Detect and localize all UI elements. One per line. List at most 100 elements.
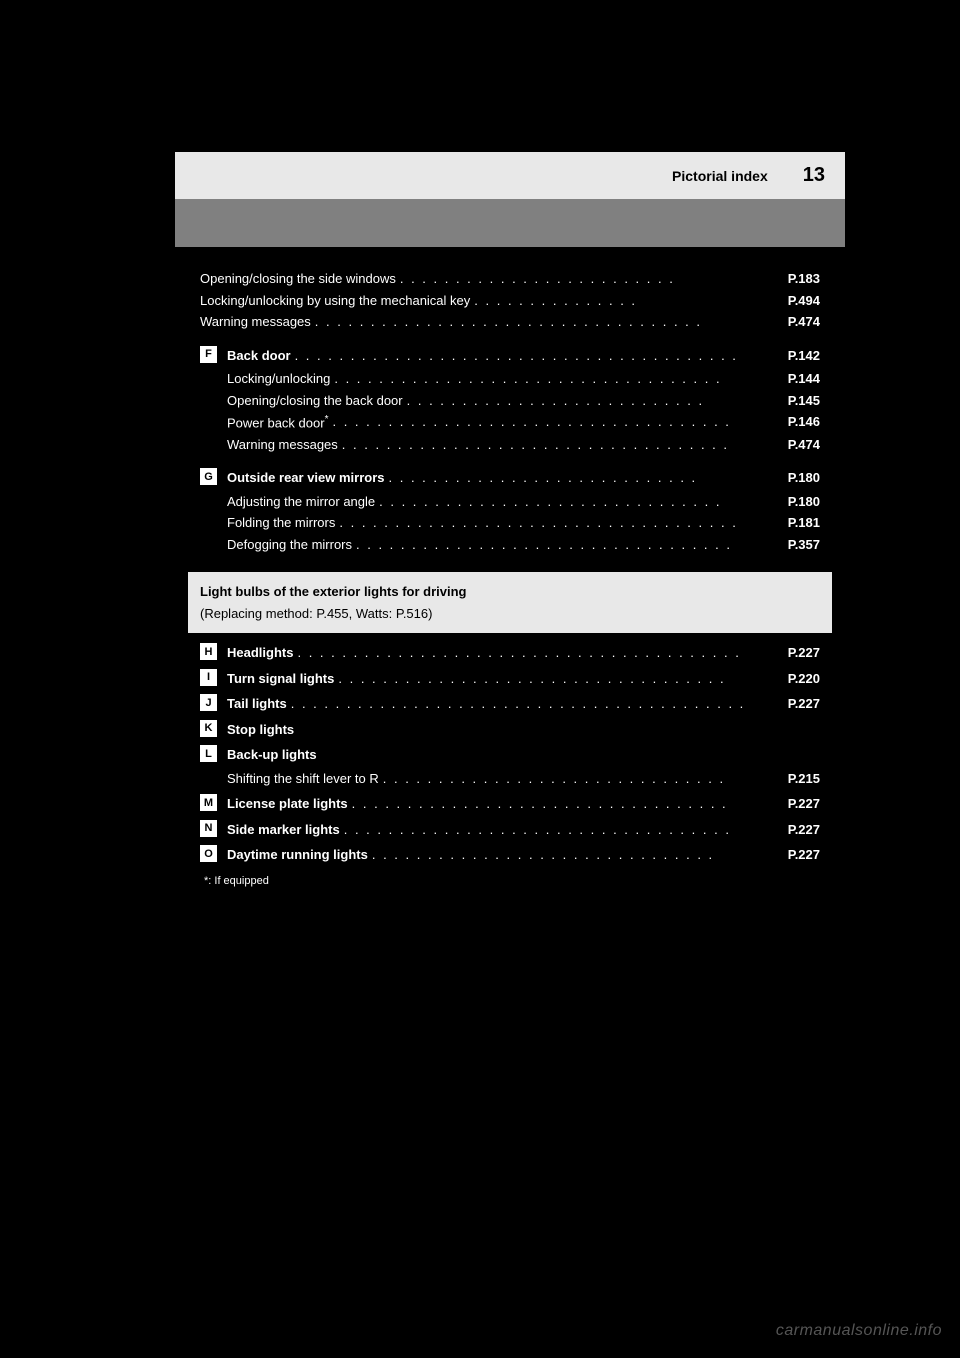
sub-entry: Opening/closing the back door . . . . . … [227,391,820,411]
sub-label: Power back door* [227,412,328,433]
entry-back-door: F Back door . . . . . . . . . . . . . . … [200,346,820,366]
page-ref: P.474 [788,435,820,455]
sub-label: Warning messages [200,312,311,332]
page-ref: P.227 [788,845,820,865]
entry-label: Side marker lights [227,820,340,840]
dot-leader: . . . . . . . . . . . . . . . . . . . . … [348,794,788,814]
entry-label: Back-up lights [227,745,317,765]
sub-entry: Warning messages . . . . . . . . . . . .… [200,312,820,332]
letter-marker: L [200,745,217,762]
page-ref: P.494 [788,291,820,311]
entry-text-row: Daytime running lights . . . . . . . . .… [227,845,820,865]
dot-leader: . . . . . . . . . . . . . . . . . . . . … [291,346,788,366]
sub-label: Opening/closing the side windows [200,269,396,289]
page-ref: P.180 [788,492,820,512]
dot-leader: . . . . . . . . . . . . . . . . . . . . … [328,412,787,433]
dot-leader: . . . . . . . . . . . . . . . . . . . . … [311,312,788,332]
dot-leader: . . . . . . . . . . . . . . . . . . . . … [379,769,788,789]
entry-stop-lights: K Stop lights [200,720,820,740]
header-bar: Pictorial index 13 [175,152,845,199]
page-ref: P.227 [788,643,820,663]
page-ref: P.227 [788,694,820,714]
sub-label: Shifting the shift lever to R [227,769,379,789]
entry-continuation: Opening/closing the side windows . . . .… [200,269,820,332]
page-ref: P.474 [788,312,820,332]
page-ref: P.146 [788,412,820,433]
dot-leader: . . . . . . . . . . . . . . . [470,291,787,311]
header-page-number: 13 [803,164,825,187]
watermark: carmanualsonline.info [776,1322,942,1340]
entry-text-row: Stop lights [227,720,820,740]
dot-leader: . . . . . . . . . . . . . . . . . . . . … [352,535,788,555]
page-ref: P.142 [788,346,820,366]
sub-entry: Folding the mirrors . . . . . . . . . . … [227,513,820,533]
entry-text-row: Back door . . . . . . . . . . . . . . . … [227,346,820,366]
entry-turn-signals: I Turn signal lights . . . . . . . . . .… [200,669,820,689]
page-ref: P.215 [788,769,820,789]
entry-text-row: Tail lights . . . . . . . . . . . . . . … [227,694,820,714]
content-area: Opening/closing the side windows . . . .… [175,247,845,909]
letter-marker: O [200,845,217,862]
entry-text-row: License plate lights . . . . . . . . . .… [227,794,820,814]
letter-marker: K [200,720,217,737]
letter-marker: H [200,643,217,660]
footnote: *: If equipped [200,873,820,890]
header-label: Pictorial index [672,168,768,184]
entry-text-row: Turn signal lights . . . . . . . . . . .… [227,669,820,689]
sub-entry: Locking/unlocking . . . . . . . . . . . … [227,369,820,389]
sub-entry: Adjusting the mirror angle . . . . . . .… [227,492,820,512]
dot-leader: . . . . . . . . . . . . . . . . . . . . … [335,513,787,533]
entry-label: Back door [227,346,291,366]
gray-section-bar [175,199,845,247]
sub-entry: Shifting the shift lever to R . . . . . … [227,769,820,789]
entry-mirrors: G Outside rear view mirrors . . . . . . … [200,468,820,488]
entry-tail-lights: J Tail lights . . . . . . . . . . . . . … [200,694,820,714]
letter-marker: M [200,794,217,811]
dot-leader: . . . . . . . . . . . . . . . . . . . . … [368,845,788,865]
page-ref: P.227 [788,820,820,840]
callout-subtitle: (Replacing method: P.455, Watts: P.516) [200,604,820,624]
dot-leader: . . . . . . . . . . . . . . . . . . . . … [338,435,788,455]
sub-label: Warning messages [227,435,338,455]
sub-label: Locking/unlocking [227,369,330,389]
sub-label: Locking/unlocking by using the mechanica… [200,291,470,311]
sub-label: Defogging the mirrors [227,535,352,555]
dot-leader: . . . . . . . . . . . . . . . . . . . . … [293,643,787,663]
entry-label: Outside rear view mirrors [227,468,385,488]
page-ref: P.357 [788,535,820,555]
entry-label: License plate lights [227,794,348,814]
sub-entry: Power back door* . . . . . . . . . . . .… [227,412,820,433]
callout-title: Light bulbs of the exterior lights for d… [200,582,820,602]
light-bulb-list: H Headlights . . . . . . . . . . . . . .… [200,643,820,865]
entry-text-row: Outside rear view mirrors . . . . . . . … [227,468,820,488]
sub-entry: Defogging the mirrors . . . . . . . . . … [227,535,820,555]
letter-marker: N [200,820,217,837]
entry-headlights: H Headlights . . . . . . . . . . . . . .… [200,643,820,663]
dot-leader: . . . . . . . . . . . . . . . . . . . . … [375,492,788,512]
dot-leader: . . . . . . . . . . . . . . . . . . . . … [287,694,788,714]
entry-label: Tail lights [227,694,287,714]
sub-label: Folding the mirrors [227,513,335,533]
page-ref: P.227 [788,794,820,814]
dot-leader: . . . . . . . . . . . . . . . . . . . . … [403,391,788,411]
entry-license-plate-lights: M License plate lights . . . . . . . . .… [200,794,820,814]
page-ref: P.220 [788,669,820,689]
letter-marker: J [200,694,217,711]
sub-entry: Warning messages . . . . . . . . . . . .… [227,435,820,455]
page-ref: P.181 [788,513,820,533]
page-ref: P.145 [788,391,820,411]
letter-marker: I [200,669,217,686]
page-ref: P.144 [788,369,820,389]
entry-back-up-lights: L Back-up lights [200,745,820,765]
entry-label: Daytime running lights [227,845,368,865]
sub-entry: Locking/unlocking by using the mechanica… [200,291,820,311]
dot-leader: . . . . . . . . . . . . . . . . . . . . … [385,468,788,488]
dot-leader: . . . . . . . . . . . . . . . . . . . . … [340,820,788,840]
letter-marker: F [200,346,217,363]
callout-box: Light bulbs of the exterior lights for d… [188,572,832,633]
entry-text-row: Back-up lights [227,745,820,765]
sub-label: Opening/closing the back door [227,391,403,411]
dot-leader: . . . . . . . . . . . . . . . . . . . . … [330,369,787,389]
page-ref: P.183 [788,269,820,289]
entry-label: Stop lights [227,720,294,740]
